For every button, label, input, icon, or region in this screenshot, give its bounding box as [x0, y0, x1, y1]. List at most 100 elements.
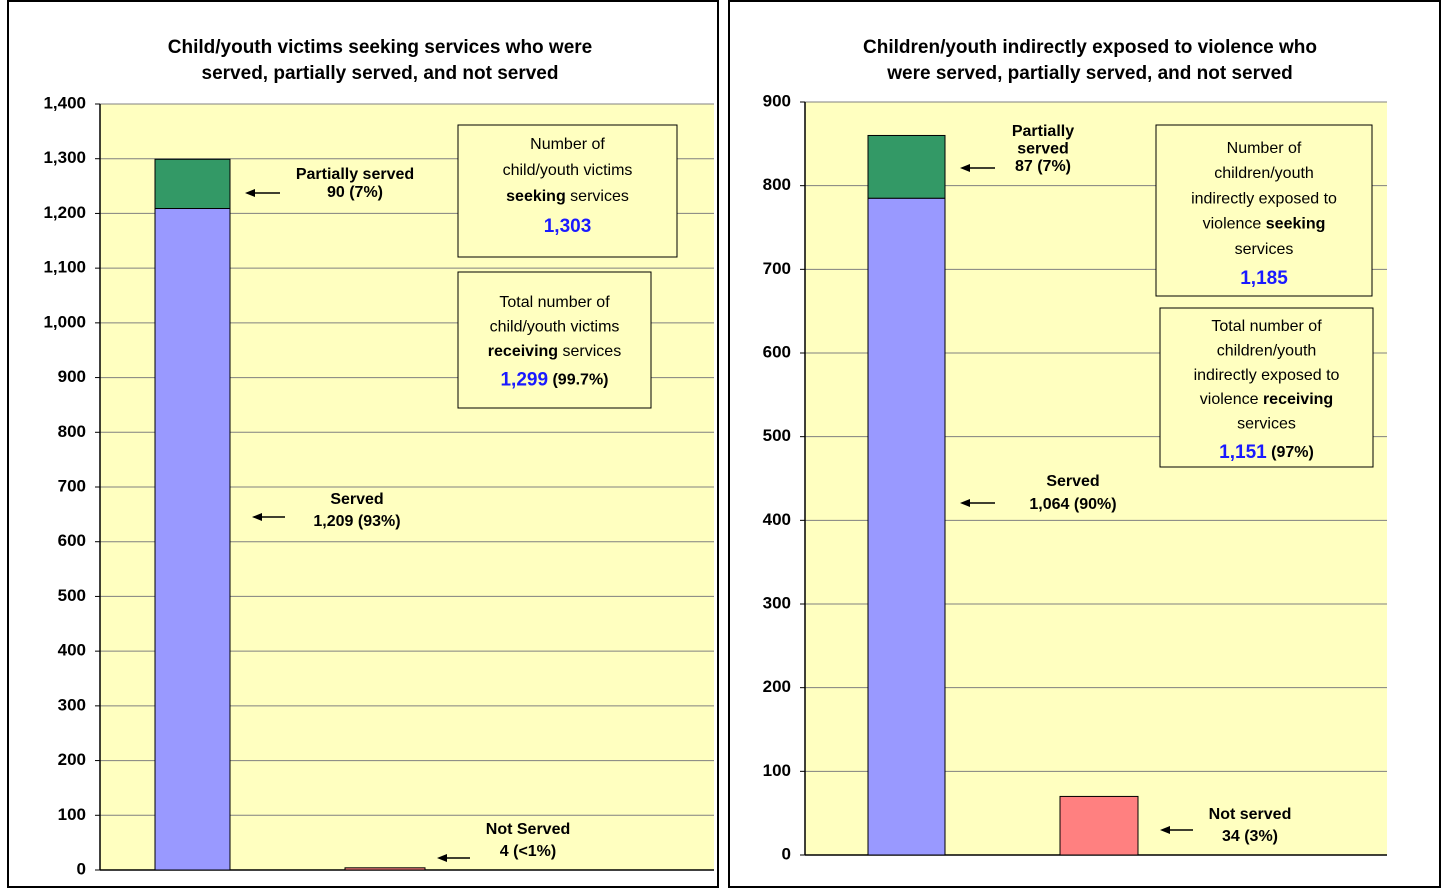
info-box-text: violence — [1203, 216, 1266, 233]
chart-title: were served, partially served, and not s… — [886, 63, 1293, 84]
annotation: 87 (7%) — [1015, 158, 1071, 175]
info-box-line: receiving services — [488, 343, 621, 360]
y-tick-label: 400 — [58, 641, 86, 660]
info-box-line: 1,299 (99.7%) — [500, 370, 608, 391]
arrow-head — [245, 189, 255, 197]
y-tick-label: 500 — [763, 426, 791, 445]
info-box-text: services — [566, 188, 629, 205]
info-box-text: 1,151 — [1219, 442, 1267, 463]
info-box-line: 1,151 (97%) — [1219, 442, 1314, 463]
annotation: 1,209 (93%) — [313, 513, 400, 530]
info-box — [457, 124, 678, 258]
info-box-text: child/youth victims — [490, 319, 620, 336]
chart-title: Child/youth victims seeking services who… — [168, 37, 593, 58]
arrow-head — [1160, 826, 1170, 834]
annotation: Not served — [1209, 806, 1292, 823]
bar-segment — [867, 134, 946, 199]
bar-segment — [344, 867, 426, 871]
y-tick-label: 1,300 — [43, 148, 86, 167]
info-box-text: Total number of — [1211, 318, 1322, 335]
info-box-text: Number of — [530, 136, 605, 153]
annotation: Served — [1046, 473, 1099, 490]
chart-title: served, partially served, and not served — [202, 63, 559, 84]
info-box-line: violence receiving — [1200, 391, 1333, 408]
y-tick-label: 700 — [58, 476, 86, 495]
info-box-text: (99.7%) — [548, 372, 608, 389]
info-box-text: receiving — [488, 343, 558, 360]
info-box — [457, 271, 652, 409]
info-box-text: violence — [1200, 391, 1263, 408]
y-tick-label: 100 — [58, 805, 86, 824]
info-box-text: children/youth — [1214, 165, 1314, 182]
chart-title: Children/youth indirectly exposed to vio… — [863, 37, 1317, 58]
info-box-text: 1,185 — [1240, 268, 1288, 289]
info-box-line: Total number of — [1211, 318, 1322, 335]
info-box-text: 1,303 — [544, 216, 592, 237]
y-tick-label: 300 — [763, 593, 791, 612]
info-box-text: child/youth victims — [503, 162, 633, 179]
arrow-head — [960, 164, 970, 172]
arrow-head — [437, 854, 447, 862]
y-tick-label: 800 — [763, 175, 791, 194]
info-box-line: Number of — [530, 136, 605, 153]
y-tick-label: 0 — [782, 844, 791, 863]
info-box-line: child/youth victims — [490, 319, 620, 336]
info-box-text: seeking — [1266, 216, 1326, 233]
annotation: Served — [330, 491, 383, 508]
info-box-text: services — [1235, 241, 1294, 258]
annotation: 34 (3%) — [1222, 828, 1278, 845]
info-box-line: Number of — [1227, 140, 1302, 157]
y-tick-label: 400 — [763, 510, 791, 529]
annotation: 90 (7%) — [327, 184, 383, 201]
y-tick-label: 200 — [58, 750, 86, 769]
y-tick-label: 900 — [58, 367, 86, 386]
info-box-line: children/youth — [1217, 343, 1317, 360]
info-box — [1155, 124, 1373, 297]
y-tick-label: 100 — [763, 761, 791, 780]
y-tick-label: 200 — [763, 677, 791, 696]
info-box — [1159, 307, 1374, 468]
annotation: Partially — [1012, 123, 1074, 140]
info-box-line: child/youth victims — [503, 162, 633, 179]
info-box-text: indirectly exposed to — [1194, 367, 1340, 384]
info-box-line: services — [1235, 241, 1294, 258]
y-tick-label: 900 — [763, 91, 791, 110]
y-tick-label: 1,000 — [43, 312, 86, 331]
bar-segment — [1059, 795, 1139, 856]
info-box-text: (97%) — [1267, 444, 1314, 461]
info-box-line: indirectly exposed to — [1191, 191, 1337, 208]
y-tick-label: 300 — [58, 695, 86, 714]
arrow-head — [252, 513, 262, 521]
bar-segment — [154, 208, 231, 871]
annotation: 4 (<1%) — [500, 843, 556, 860]
y-tick-label: 800 — [58, 422, 86, 441]
info-box-line: indirectly exposed to — [1194, 367, 1340, 384]
info-box-line: 1,185 — [1240, 268, 1288, 289]
info-box-text: receiving — [1263, 391, 1333, 408]
y-tick-label: 700 — [763, 259, 791, 278]
info-box-text: indirectly exposed to — [1191, 191, 1337, 208]
y-tick-label: 600 — [58, 531, 86, 550]
y-tick-label: 600 — [763, 342, 791, 361]
arrow-head — [960, 499, 970, 507]
y-tick-label: 1,100 — [43, 258, 86, 277]
info-box-text: Number of — [1227, 140, 1302, 157]
bar-segment — [154, 158, 231, 210]
annotation: Not Served — [486, 821, 570, 838]
info-box-text: seeking — [506, 188, 566, 205]
y-tick-label: 1,400 — [43, 93, 86, 112]
annotation: Partially served — [296, 166, 414, 183]
info-box-text: Total number of — [499, 294, 610, 311]
info-box-text: services — [1237, 416, 1296, 433]
info-box-line: services — [1237, 416, 1296, 433]
bar-segment — [867, 197, 946, 856]
annotation: 1,064 (90%) — [1029, 496, 1116, 513]
annotation: served — [1017, 141, 1069, 158]
info-box-line: violence seeking — [1203, 216, 1326, 233]
info-box-line: Total number of — [499, 294, 610, 311]
y-tick-label: 1,200 — [43, 203, 86, 222]
info-box-line: 1,303 — [544, 216, 592, 237]
info-box-text: children/youth — [1217, 343, 1317, 360]
y-tick-label: 500 — [58, 586, 86, 605]
